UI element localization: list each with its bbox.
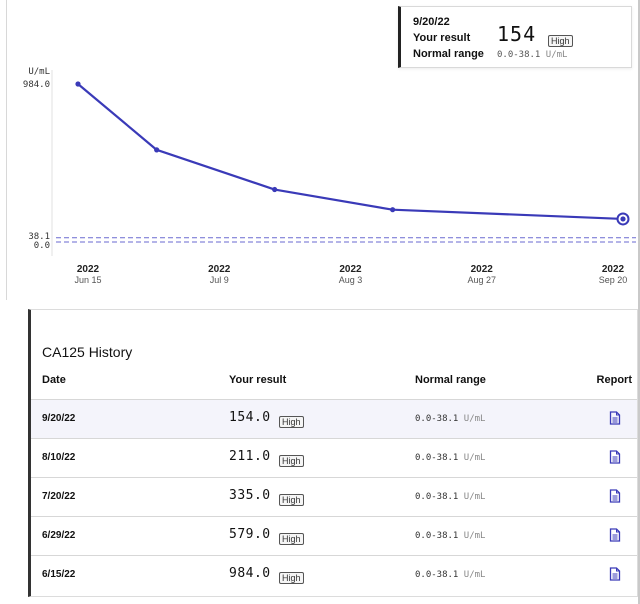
- flag-text: High: [279, 455, 304, 467]
- x-tick-year: 2022: [339, 264, 362, 275]
- column-header-date: Date: [42, 374, 66, 386]
- column-header-range: Normal range: [415, 374, 486, 386]
- x-tick-date: Aug 3: [339, 275, 363, 285]
- row-range: 0.0-38.1 U/mL: [415, 492, 485, 502]
- table-row[interactable]: 8/10/22 211.0 High 0.0-38.1 U/mL: [31, 438, 637, 477]
- table-row[interactable]: 6/15/22 984.0 High 0.0-38.1 U/mL: [31, 555, 637, 594]
- tooltip-range: 0.0-38.1 U/mL: [497, 50, 567, 60]
- row-date: 7/20/22: [42, 491, 76, 502]
- row-value: 579.0: [229, 527, 271, 542]
- y-tick-label: 984.0: [23, 80, 50, 90]
- y-tick-label: 0.0: [34, 241, 50, 251]
- tooltip-flag-badge: High: [548, 31, 573, 49]
- x-tick-date: Jul 9: [210, 275, 229, 285]
- tooltip-value: 154: [497, 22, 537, 46]
- x-tick-year: 2022: [208, 264, 231, 275]
- history-table-body: 9/20/22 154.0 High 0.0-38.1 U/mL 8/10/22…: [31, 399, 637, 594]
- x-tick-date: Sep 20: [599, 275, 628, 285]
- table-row[interactable]: 9/20/22 154.0 High 0.0-38.1 U/mL: [31, 399, 637, 438]
- row-range: 0.0-38.1 U/mL: [415, 531, 485, 541]
- row-flag-badge: High: [279, 412, 304, 430]
- row-value: 335.0: [229, 488, 271, 503]
- data-point: [390, 207, 396, 213]
- row-unit: U/mL: [463, 414, 486, 424]
- document-icon[interactable]: [609, 450, 621, 464]
- row-range: 0.0-38.1 U/mL: [415, 570, 485, 580]
- column-header-report: Report: [596, 374, 632, 386]
- data-point: [75, 81, 81, 87]
- row-range-value: 0.0-38.1: [415, 414, 459, 424]
- row-range-value: 0.0-38.1: [415, 531, 459, 541]
- row-unit: U/mL: [463, 453, 486, 463]
- row-flag-badge: High: [279, 451, 304, 469]
- history-card: CA125 History Date Your result Normal ra…: [28, 309, 638, 597]
- data-point: [620, 216, 626, 222]
- row-date: 6/15/22: [42, 569, 76, 580]
- x-tick-date: Aug 27: [467, 275, 496, 285]
- data-point: [272, 186, 278, 193]
- document-icon[interactable]: [609, 411, 621, 425]
- page-right-border: [638, 0, 640, 604]
- row-range: 0.0-38.1 U/mL: [415, 453, 485, 463]
- flag-text: High: [279, 416, 304, 428]
- y-axis-unit: U/mL: [28, 67, 50, 77]
- row-range-value: 0.0-38.1: [415, 453, 459, 463]
- tooltip-result-label: Your result: [413, 32, 471, 44]
- row-value: 984.0: [229, 566, 271, 581]
- table-row[interactable]: 7/20/22 335.0 High 0.0-38.1 U/mL: [31, 477, 637, 516]
- row-date: 9/20/22: [42, 413, 76, 424]
- document-icon[interactable]: [609, 489, 621, 503]
- flag-text: High: [279, 533, 304, 545]
- flag-text: High: [548, 35, 573, 47]
- tooltip-date: 9/20/22: [413, 16, 450, 28]
- document-icon[interactable]: [609, 567, 621, 581]
- tooltip-range-value: 0.0-38.1: [497, 50, 541, 60]
- row-unit: U/mL: [463, 531, 486, 541]
- row-value: 211.0: [229, 449, 271, 464]
- tooltip-range-label: Normal range: [413, 48, 484, 60]
- row-range: 0.0-38.1 U/mL: [415, 414, 485, 424]
- row-range-value: 0.0-38.1: [415, 492, 459, 502]
- chart-left-border: [6, 0, 7, 300]
- series-line: [77, 83, 624, 221]
- tooltip-unit: U/mL: [545, 50, 568, 60]
- row-flag-badge: High: [279, 490, 304, 508]
- history-title: CA125 History: [42, 344, 133, 360]
- row-range-value: 0.0-38.1: [415, 570, 459, 580]
- row-date: 6/29/22: [42, 530, 76, 541]
- row-date: 8/10/22: [42, 452, 76, 463]
- chart-area: U/mL 984.0 38.1 0.0 2022 Jun 15 2022 Jul 9 2022…: [0, 0, 640, 300]
- row-value: 154.0: [229, 410, 271, 425]
- x-tick-year: 2022: [77, 264, 100, 275]
- row-unit: U/mL: [463, 570, 486, 580]
- x-tick-date: Jun 15: [74, 275, 101, 285]
- x-tick-year: 2022: [471, 264, 494, 275]
- y-tick-label: 38.1: [28, 232, 50, 242]
- flag-text: High: [279, 572, 304, 584]
- table-row[interactable]: 6/29/22 579.0 High 0.0-38.1 U/mL: [31, 516, 637, 555]
- column-header-result: Your result: [229, 374, 287, 386]
- row-unit: U/mL: [463, 492, 486, 502]
- row-flag-badge: High: [279, 529, 304, 547]
- data-point: [154, 147, 160, 153]
- x-tick-year: 2022: [602, 264, 625, 275]
- document-icon[interactable]: [609, 528, 621, 542]
- row-flag-badge: High: [279, 568, 304, 586]
- result-tooltip: 9/20/22 Your result Normal range 154 Hig…: [398, 6, 632, 68]
- flag-text: High: [279, 494, 304, 506]
